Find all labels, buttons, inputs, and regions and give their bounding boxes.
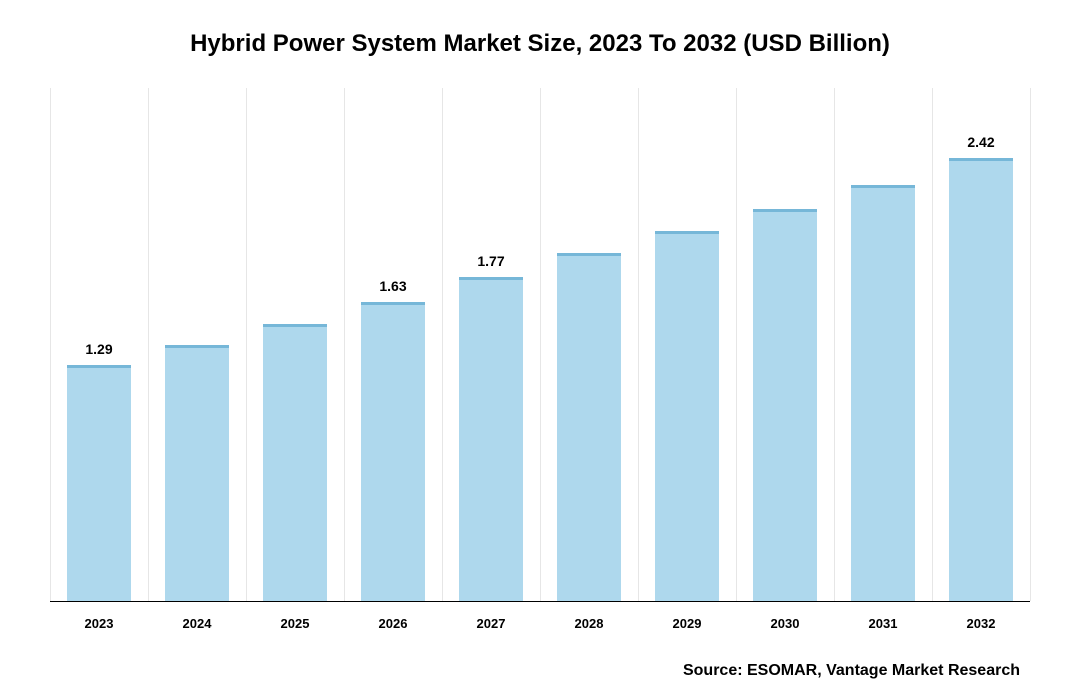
- bar-slot: [148, 88, 246, 601]
- bar: [361, 302, 425, 601]
- x-axis-label: 2024: [148, 616, 246, 631]
- bar-slot: 2.42: [932, 88, 1030, 601]
- chart-area: 1.291.631.772.42 20232024202520262027202…: [50, 88, 1030, 652]
- bar: [263, 324, 327, 601]
- bar: [557, 253, 621, 601]
- bar-slot: 1.29: [50, 88, 148, 601]
- bar: [655, 231, 719, 601]
- bar-slot: 1.77: [442, 88, 540, 601]
- bar: [67, 365, 131, 601]
- bar: [949, 158, 1013, 601]
- bar-slot: [736, 88, 834, 601]
- x-axis-label: 2028: [540, 616, 638, 631]
- bar-slot: [246, 88, 344, 601]
- x-axis: 2023202420252026202720282029203020312032: [50, 602, 1030, 652]
- bar: [165, 345, 229, 602]
- x-axis-label: 2029: [638, 616, 736, 631]
- x-axis-label: 2031: [834, 616, 932, 631]
- bar-slot: 1.63: [344, 88, 442, 601]
- chart-title: Hybrid Power System Market Size, 2023 To…: [30, 30, 1050, 58]
- x-axis-label: 2023: [50, 616, 148, 631]
- bar-value-label: 1.63: [379, 278, 406, 296]
- bar: [459, 277, 523, 601]
- bar-value-label: 1.77: [477, 253, 504, 271]
- x-axis-label: 2026: [344, 616, 442, 631]
- bar-slot: [638, 88, 736, 601]
- bar-slot: [834, 88, 932, 601]
- x-axis-label: 2025: [246, 616, 344, 631]
- bar-slot: [540, 88, 638, 601]
- plot-area: 1.29 1.63 1.77 2.42: [50, 88, 1030, 602]
- bar: [753, 209, 817, 601]
- x-axis-label: 2032: [932, 616, 1030, 631]
- bar-value-label: 1.29: [85, 341, 112, 359]
- gridline: [1030, 88, 1031, 601]
- source-attribution: Source: ESOMAR, Vantage Market Research: [30, 662, 1050, 680]
- bar-value-label: 2.42: [967, 134, 994, 152]
- x-axis-label: 2030: [736, 616, 834, 631]
- bar: [851, 185, 915, 601]
- bars-container: 1.29 1.63 1.77 2.42: [50, 88, 1030, 601]
- x-axis-label: 2027: [442, 616, 540, 631]
